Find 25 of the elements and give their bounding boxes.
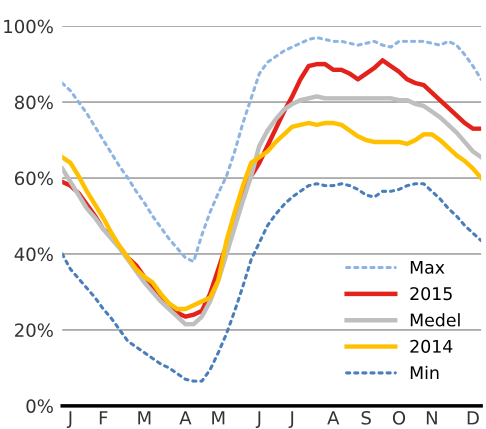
legend-label: Min	[410, 366, 438, 380]
legend-label: 2015	[410, 287, 452, 300]
line-series	[62, 120, 482, 312]
legend-label: Medel	[410, 313, 460, 327]
legend-label: 2014	[410, 340, 452, 353]
y-tick-label: 20%	[15, 323, 53, 338]
y-tick-label: 40%	[14, 247, 53, 262]
x-tick-label: J	[256, 411, 260, 428]
x-tick-label: A	[327, 411, 340, 424]
x-tick-label: J	[288, 411, 294, 428]
x-tick-label: N	[426, 411, 437, 424]
x-tick-label: S	[362, 411, 371, 425]
x-tick-label: M	[212, 411, 224, 424]
x-tick-label: J	[66, 411, 72, 428]
line-series	[62, 182, 482, 383]
x-tick-label: M	[138, 411, 150, 424]
y-tick-label: 80%	[14, 96, 53, 110]
x-tick-label: A	[179, 411, 192, 424]
legend-label: Max	[410, 260, 444, 274]
y-tick-label: 60%	[15, 171, 53, 186]
y-tick-label: 100%	[4, 20, 53, 34]
x-tick-label: O	[392, 411, 406, 425]
y-tick-label: 0%	[26, 399, 53, 413]
x-tick-label: D	[468, 411, 479, 424]
x-tick-label: F	[100, 411, 108, 424]
